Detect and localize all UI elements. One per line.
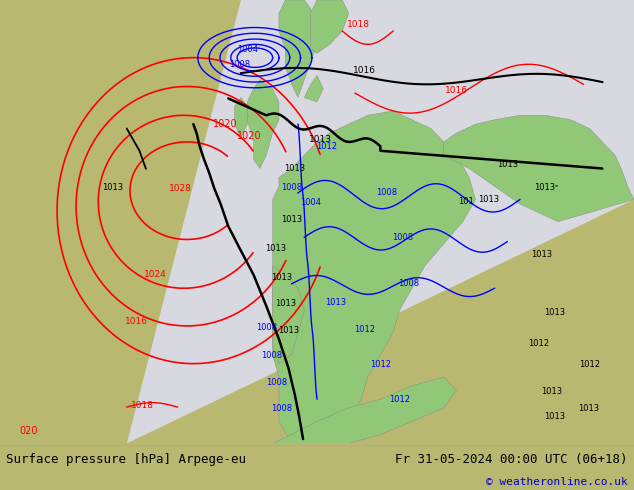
Text: 1013: 1013 xyxy=(496,160,518,169)
Text: 1018: 1018 xyxy=(347,20,370,29)
Text: 1020: 1020 xyxy=(213,119,237,129)
Text: 1013ᵉ: 1013ᵉ xyxy=(534,183,559,192)
Text: 1020: 1020 xyxy=(237,131,261,141)
Polygon shape xyxy=(127,0,634,443)
Text: 1013: 1013 xyxy=(477,195,499,204)
Text: 1008: 1008 xyxy=(266,378,287,387)
Text: 1016: 1016 xyxy=(125,317,148,326)
Text: 1028: 1028 xyxy=(169,184,192,193)
Text: 1008: 1008 xyxy=(261,351,282,360)
Text: 1013: 1013 xyxy=(541,387,562,395)
Text: 1008: 1008 xyxy=(256,323,277,332)
Text: 020: 020 xyxy=(19,426,38,436)
Text: 1008: 1008 xyxy=(271,404,292,414)
Polygon shape xyxy=(139,0,241,67)
Text: © weatheronline.co.uk: © weatheronline.co.uk xyxy=(486,477,628,487)
Text: 1012: 1012 xyxy=(528,339,550,348)
Text: 1013: 1013 xyxy=(278,326,299,335)
Text: 1013: 1013 xyxy=(275,299,296,308)
Text: 1016: 1016 xyxy=(353,67,376,75)
Text: 1012: 1012 xyxy=(370,360,391,369)
Text: 1016: 1016 xyxy=(445,86,468,96)
Text: Surface pressure [hPa] Arpege-eu: Surface pressure [hPa] Arpege-eu xyxy=(6,453,247,466)
Polygon shape xyxy=(558,111,634,221)
Polygon shape xyxy=(0,0,127,111)
Text: 1013: 1013 xyxy=(544,413,566,421)
Text: 1012: 1012 xyxy=(354,324,375,334)
Text: 1013: 1013 xyxy=(102,183,124,192)
Polygon shape xyxy=(279,0,317,98)
Polygon shape xyxy=(311,0,349,53)
Text: 1013: 1013 xyxy=(281,215,302,224)
Text: 1012: 1012 xyxy=(579,360,600,369)
Text: 1008: 1008 xyxy=(281,183,302,192)
Text: 1013: 1013 xyxy=(544,308,566,317)
Text: 1008: 1008 xyxy=(398,279,420,288)
Text: 1013: 1013 xyxy=(265,244,287,253)
Text: 101: 101 xyxy=(458,197,474,206)
Text: 1004: 1004 xyxy=(236,45,258,54)
Text: 1012: 1012 xyxy=(389,395,410,404)
Polygon shape xyxy=(273,377,456,443)
Polygon shape xyxy=(273,266,304,364)
Text: 1008: 1008 xyxy=(392,233,413,242)
Polygon shape xyxy=(304,75,323,102)
Polygon shape xyxy=(495,0,634,133)
Polygon shape xyxy=(444,115,634,221)
Polygon shape xyxy=(247,80,279,169)
Text: 1008: 1008 xyxy=(229,60,250,69)
Text: 1018: 1018 xyxy=(131,401,154,410)
Text: 1013: 1013 xyxy=(309,135,332,144)
Text: 1013: 1013 xyxy=(531,250,553,260)
Polygon shape xyxy=(273,111,476,443)
Text: 1013: 1013 xyxy=(284,164,306,173)
Text: Fr 31-05-2024 00:00 UTC (06+18): Fr 31-05-2024 00:00 UTC (06+18) xyxy=(395,453,628,466)
Polygon shape xyxy=(235,98,247,138)
Text: 1024: 1024 xyxy=(144,270,167,279)
Text: 1013: 1013 xyxy=(578,404,599,414)
Text: 1013: 1013 xyxy=(271,272,293,282)
Text: 1004: 1004 xyxy=(300,198,321,207)
Text: 1012: 1012 xyxy=(316,142,337,151)
Text: 1008: 1008 xyxy=(376,188,398,197)
Text: 1013: 1013 xyxy=(325,298,347,307)
